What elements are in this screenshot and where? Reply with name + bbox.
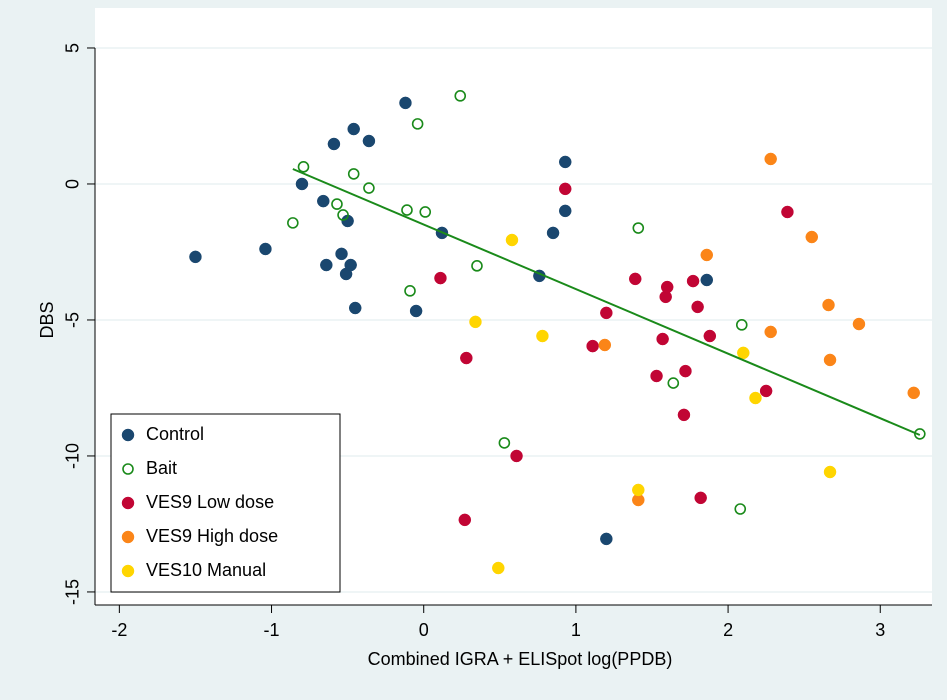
y-tick-label: 5: [63, 43, 83, 53]
point: [434, 271, 447, 285]
point: [498, 437, 511, 449]
point: [600, 532, 613, 546]
point: [586, 339, 599, 353]
point: [399, 96, 412, 110]
y-tick-label: -15: [63, 579, 83, 605]
x-axis-label: Combined IGRA + ELISpot log(PPDB): [368, 649, 673, 669]
point: [409, 304, 423, 318]
point: [411, 118, 424, 130]
y-tick-label: -5: [63, 312, 83, 328]
point: [347, 168, 360, 180]
point: [822, 298, 835, 312]
point: [492, 561, 505, 575]
legend-marker: [121, 428, 135, 442]
point: [362, 134, 376, 148]
point: [632, 222, 645, 234]
point: [558, 155, 572, 169]
point: [667, 377, 680, 389]
point: [331, 198, 343, 210]
point: [700, 248, 714, 262]
fit-line: [292, 168, 921, 436]
point: [686, 274, 700, 288]
point: [454, 90, 467, 102]
point: [348, 301, 362, 315]
point: [735, 319, 748, 331]
point: [335, 247, 348, 261]
point: [691, 300, 704, 314]
point: [907, 386, 920, 400]
point: [764, 152, 777, 166]
point: [401, 204, 413, 216]
legend-label: VES9 High dose: [146, 526, 278, 546]
point: [317, 194, 330, 208]
y-axis-label: DBS: [37, 301, 57, 338]
point: [558, 204, 572, 218]
point: [781, 205, 794, 219]
point: [419, 206, 432, 218]
x-tick-label: 3: [875, 620, 885, 640]
point: [469, 315, 482, 329]
point: [327, 137, 341, 151]
y-tick-label: 0: [63, 179, 83, 189]
x-tick-label: 0: [419, 620, 429, 640]
point: [703, 329, 717, 343]
point: [679, 364, 692, 378]
point: [632, 483, 645, 497]
legend: Control Bait VES9 Low dose VES9 High dose VE…: [110, 413, 341, 593]
legend-marker: [122, 463, 134, 475]
point: [189, 250, 202, 264]
legend-label: VES10 Manual: [146, 560, 266, 580]
point: [759, 384, 773, 398]
point: [805, 230, 819, 244]
point: [852, 317, 866, 331]
x-tick-label: -1: [264, 620, 280, 640]
point: [297, 161, 310, 173]
point: [505, 233, 519, 247]
point: [694, 491, 707, 505]
point: [764, 325, 777, 339]
point: [677, 408, 691, 422]
legend-marker: [121, 564, 135, 578]
x-tick-label: 2: [723, 620, 733, 640]
point: [650, 369, 663, 383]
legend-marker: [121, 496, 135, 510]
y-tick-label: -10: [63, 443, 83, 469]
x-tick-label: -2: [111, 620, 127, 640]
point: [660, 280, 674, 294]
point: [259, 242, 272, 256]
point: [347, 122, 360, 136]
point: [460, 351, 473, 365]
point: [628, 272, 642, 286]
point: [749, 391, 762, 405]
point: [536, 329, 549, 343]
point: [471, 260, 483, 272]
point: [558, 182, 572, 196]
point: [700, 273, 714, 287]
point: [823, 353, 837, 367]
point: [458, 513, 472, 527]
legend-label: VES9 Low dose: [146, 492, 274, 512]
point: [344, 258, 357, 272]
point: [737, 346, 750, 360]
point: [600, 306, 613, 320]
point: [510, 449, 523, 463]
point: [823, 465, 837, 479]
point: [598, 338, 612, 352]
point: [546, 226, 560, 240]
point: [734, 503, 747, 515]
legend-label: Bait: [146, 458, 177, 478]
point: [337, 209, 349, 221]
legend-marker: [121, 530, 135, 544]
point: [295, 177, 309, 191]
point: [320, 258, 333, 272]
point: [656, 332, 669, 346]
point: [404, 285, 416, 297]
legend-label: Control: [146, 424, 204, 444]
point: [287, 217, 299, 229]
x-tick-label: 1: [571, 620, 581, 640]
legend-box: [110, 413, 341, 593]
point: [363, 182, 375, 194]
